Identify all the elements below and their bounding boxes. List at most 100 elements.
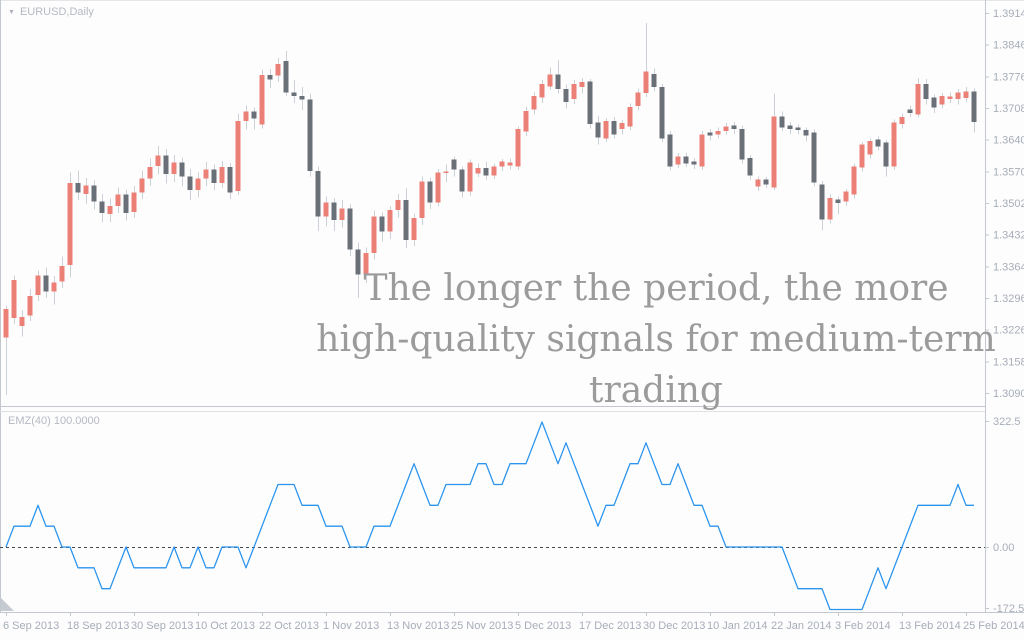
time-axis-label: 5 Dec 2013 [515,620,571,632]
bear-candle [347,208,353,250]
bear-candle [163,155,169,174]
symbol-selector[interactable]: ▼ EURUSD,Daily [8,6,94,18]
bear-candle [931,97,937,108]
bull-candle [603,120,609,139]
bull-candle [571,84,577,100]
bull-candle [523,111,529,132]
bull-candle [235,120,241,192]
time-axis-label: 10 Jan 2014 [707,620,768,632]
bear-candle [227,167,233,193]
bull-candle [435,172,441,203]
bull-candle [619,123,625,130]
bull-candle [395,199,401,210]
bull-candle [83,185,89,194]
indicator-name-label: EMZ(40) 100.0000 [8,415,100,427]
bull-candle [499,161,505,167]
bull-candle [139,178,145,193]
time-axis[interactable] [0,612,1024,640]
bull-candle [963,91,969,98]
bear-candle [179,162,185,177]
price-axis-label: 1.35700 [993,166,1024,178]
bear-candle [923,84,929,100]
bear-candle [91,185,97,202]
time-axis-label: 6 Sep 2013 [3,620,59,632]
bull-candle [35,275,41,296]
bull-candle [715,131,721,135]
bear-candle [427,181,433,203]
time-axis-label: 22 Jan 2014 [771,620,832,632]
bear-candle [555,74,561,90]
bull-candle [107,206,113,215]
bull-candle [67,183,73,265]
bear-candle [299,96,305,100]
bear-candle [739,129,745,160]
bull-candle [635,92,641,107]
chevron-down-icon[interactable]: ▼ [8,8,15,16]
indicator-axis-label: 322.5 [993,416,1021,428]
bull-candle [843,191,849,202]
bull-candle [699,134,705,167]
bear-candle [691,161,697,165]
bear-candle [803,130,809,136]
price-axis-label: 1.35020 [993,198,1024,210]
bull-candle [491,166,497,176]
indicator-axis-label: -172.5 [993,603,1024,615]
bull-candle [147,167,153,179]
bull-candle [827,197,833,220]
bear-candle [747,157,753,176]
price-axis-label: 1.36400 [993,135,1024,147]
bear-candle [403,199,409,240]
bull-candle [467,162,473,192]
time-axis-label: 30 Dec 2013 [643,620,705,632]
panel-resize-grip[interactable] [0,598,15,612]
bull-candle [155,155,161,167]
bull-candle [203,169,209,179]
price-axis[interactable] [985,0,1024,612]
bull-candle [539,84,545,98]
bear-candle [307,99,313,172]
price-axis-label: 1.32260 [993,325,1024,337]
price-axis-label: 1.37760 [993,71,1024,83]
bear-candle [211,169,217,184]
bear-candle [707,132,713,136]
bull-candle [11,280,17,318]
bull-candle [915,84,921,115]
time-axis-label: 13 Nov 2013 [387,620,449,632]
bear-candle [811,132,817,183]
bull-candle [643,71,649,94]
bull-candle [243,111,249,121]
bear-candle [291,92,297,97]
resize-grip-icon[interactable] [1,598,14,611]
bull-candle [723,126,729,132]
bull-candle [891,122,897,167]
bull-candle [475,167,481,174]
bull-candle [51,282,57,292]
bear-candle [331,202,337,221]
bear-candle [595,122,601,138]
bear-candle [587,81,593,125]
bull-candle [955,92,961,100]
bull-candle [939,96,945,105]
time-axis-label: 10 Oct 2013 [195,620,255,632]
bull-candle [323,202,329,217]
time-axis-label: 30 Sep 2013 [131,620,193,632]
bear-candle [659,87,665,139]
bull-candle [275,64,281,76]
bear-candle [355,249,361,275]
bear-candle [123,194,129,214]
bull-candle [371,216,377,253]
bull-candle [547,74,553,87]
bull-candle [675,156,681,165]
bear-candle [763,179,769,185]
bear-candle [883,142,889,167]
bear-candle [683,156,689,164]
bear-candle [651,73,657,88]
bear-candle [795,127,801,131]
indicator-line [5,421,974,611]
bear-candle [267,74,273,80]
bear-candle [611,120,617,135]
bear-candle [451,159,457,170]
